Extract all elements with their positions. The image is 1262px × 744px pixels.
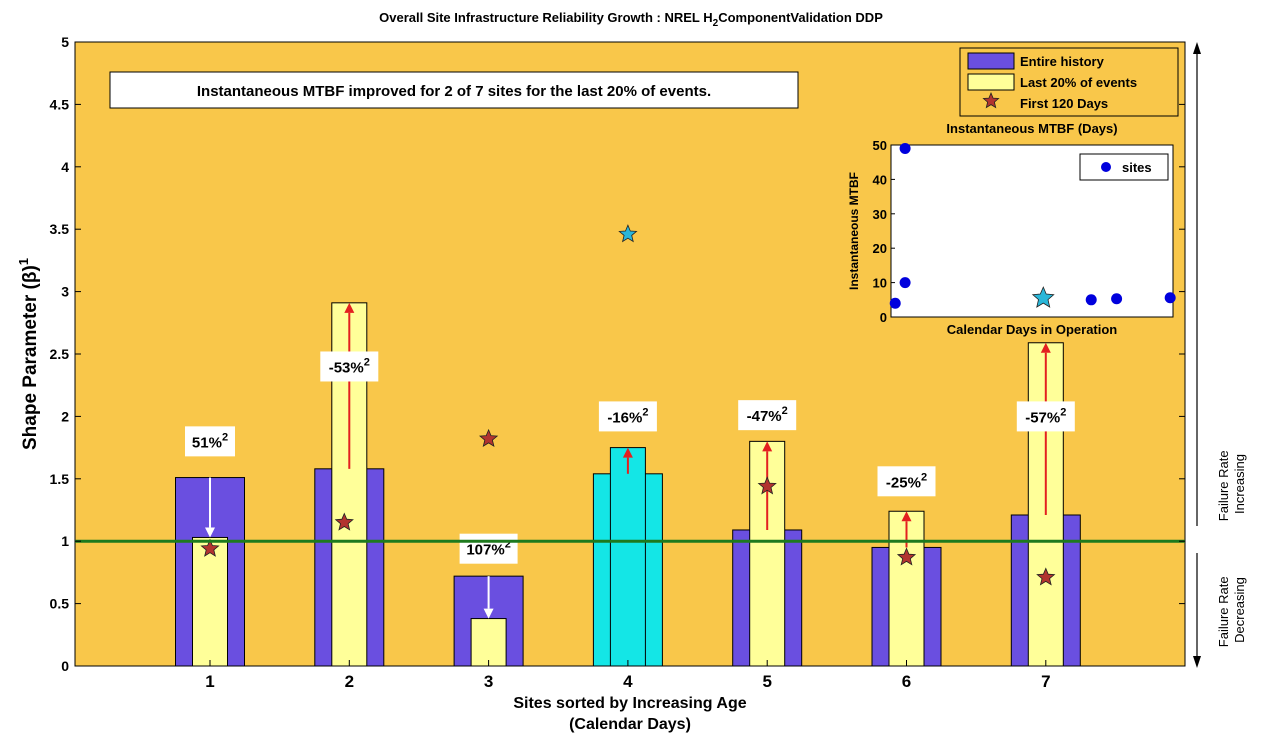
inset-scatter-point xyxy=(899,277,911,289)
legend-swatch-entire-history xyxy=(967,52,1015,70)
failure-rate-decreasing-arrowhead xyxy=(1193,656,1201,668)
percent-change-box xyxy=(1016,401,1075,432)
y-tick-label: 4.5 xyxy=(50,96,70,112)
inset-x-axis-label: Calendar Days in Operation xyxy=(947,322,1118,337)
star-first-120-days xyxy=(757,476,777,495)
x-axis-label-line2: (Calendar Days) xyxy=(569,716,691,733)
y-tick-label: 0.5 xyxy=(50,596,70,612)
y-tick-label: 5 xyxy=(61,34,69,50)
failure-rate-increasing-line2: Increasing xyxy=(1232,454,1247,514)
legend-label-first-120: First 120 Days xyxy=(1020,96,1108,111)
y-tick-label: 2 xyxy=(61,408,69,424)
bar-last-20-percent xyxy=(192,536,228,667)
failure-rate-increasing-label: Failure Rate Increasing xyxy=(1216,447,1247,521)
inset-scatter-point xyxy=(899,142,911,154)
inset-y-tick-label: 30 xyxy=(873,207,887,222)
percent-change-label: -57%2 xyxy=(1025,406,1066,426)
percent-change-label: 107%2 xyxy=(466,539,510,559)
x-tick-label: 4 xyxy=(623,672,633,691)
change-arrow-head xyxy=(1040,342,1051,353)
chart-title-prefix: Overall Site Infrastructure Reliability … xyxy=(379,10,713,25)
y-axis-label-text: Shape Parameter (β) xyxy=(20,265,41,450)
legend-label-last-20: Last 20% of events xyxy=(1020,75,1137,90)
percent-change-box xyxy=(459,533,518,564)
y-tick-label: 1 xyxy=(61,533,69,549)
x-tick-label: 7 xyxy=(1041,672,1050,691)
star-first-120-days xyxy=(896,547,917,566)
x-tick-label: 2 xyxy=(345,672,354,691)
inset-scatter-point xyxy=(1085,294,1097,306)
y-tick-label: 1.5 xyxy=(50,471,70,487)
change-arrow-head xyxy=(344,302,355,313)
failure-rate-increasing-arrowhead xyxy=(1193,42,1201,54)
legend-swatch-last-20 xyxy=(967,73,1015,91)
percent-change-box xyxy=(320,351,379,382)
star-first-120-days xyxy=(1036,567,1056,586)
failure-rate-increasing-line1: Failure Rate xyxy=(1216,450,1231,521)
inset-y-axis-label: Instantaneous MTBF xyxy=(847,172,861,290)
y-tick-label: 4 xyxy=(61,159,69,175)
x-tick-label: 1 xyxy=(205,672,214,691)
annotation-box xyxy=(109,71,799,109)
inset-point-highlight-star xyxy=(1031,286,1055,308)
change-arrow-head xyxy=(205,527,215,538)
failure-rate-decreasing-line1: Failure Rate xyxy=(1216,576,1231,647)
inset-y-tick-label: 10 xyxy=(873,276,887,291)
y-tick-label: 3.5 xyxy=(50,221,70,237)
inset-legend-box xyxy=(1079,153,1169,181)
star-first-120-days xyxy=(478,428,499,447)
change-arrow-head xyxy=(762,441,773,452)
inset-y-tick-label: 50 xyxy=(873,138,887,153)
chart-title-suffix: ComponentValidation DDP xyxy=(718,10,883,25)
inset-scatter-point xyxy=(1111,293,1123,305)
x-tick-label: 3 xyxy=(484,672,493,691)
inset-legend-label: sites xyxy=(1122,160,1152,175)
inset-scatter-point xyxy=(1164,292,1176,304)
percent-change-box xyxy=(185,426,235,457)
y-tick-label: 0 xyxy=(61,658,69,674)
legend-label-entire-history: Entire history xyxy=(1020,54,1105,69)
percent-change-label: 51%2 xyxy=(192,431,228,451)
percent-change-box xyxy=(738,400,797,431)
star-first-120-days xyxy=(618,224,638,243)
y-axis-label-sup: 1 xyxy=(16,258,31,265)
change-arrow-head xyxy=(483,608,494,619)
x-tick-label: 5 xyxy=(762,672,771,691)
bar-last-20-percent xyxy=(609,447,646,667)
failure-rate-decreasing-label: Failure Rate Decreasing xyxy=(1216,573,1247,647)
y-axis-label: Shape Parameter (β)1 xyxy=(16,258,41,450)
percent-change-label: -47%2 xyxy=(747,405,788,425)
inset-y-tick-label: 0 xyxy=(880,310,887,325)
change-arrow-head xyxy=(622,447,633,458)
inset-scatter-point xyxy=(889,297,901,309)
percent-change-label: -16%2 xyxy=(607,406,648,426)
inset-y-tick-label: 20 xyxy=(873,241,887,256)
chart-title: Overall Site Infrastructure Reliability … xyxy=(379,10,883,29)
x-tick-label: 6 xyxy=(902,672,911,691)
inset-scatter-plot: Instantaneous MTBF (Days) Calendar Days … xyxy=(847,121,1176,337)
star-first-120-days xyxy=(334,512,354,531)
inset-title: Instantaneous MTBF (Days) xyxy=(946,121,1117,136)
change-arrow-head xyxy=(901,511,912,522)
percent-change-box xyxy=(598,401,657,432)
star-first-120-days xyxy=(200,538,220,557)
y-tick-label: 3 xyxy=(61,284,69,300)
legend-swatch-first-120-star xyxy=(982,91,1000,109)
annotation-text: Instantaneous MTBF improved for 2 of 7 s… xyxy=(197,83,711,100)
inset-legend-marker xyxy=(1101,162,1111,172)
y-tick-label: 2.5 xyxy=(50,346,70,362)
percent-change-label: -25%2 xyxy=(886,471,927,491)
chart-title-subscript: 2 xyxy=(713,18,719,29)
bar-last-20-percent xyxy=(470,618,507,667)
x-axis-label-line1: Sites sorted by Increasing Age xyxy=(513,695,746,712)
inset-y-tick-label: 40 xyxy=(873,172,887,187)
failure-rate-indicator: Failure Rate Increasing Failure Rate Dec… xyxy=(1193,42,1247,668)
legend: Entire history Last 20% of events First … xyxy=(959,47,1179,117)
percent-change-label: -53%2 xyxy=(329,356,370,376)
percent-change-box xyxy=(877,466,936,497)
failure-rate-decreasing-line2: Decreasing xyxy=(1232,577,1247,643)
